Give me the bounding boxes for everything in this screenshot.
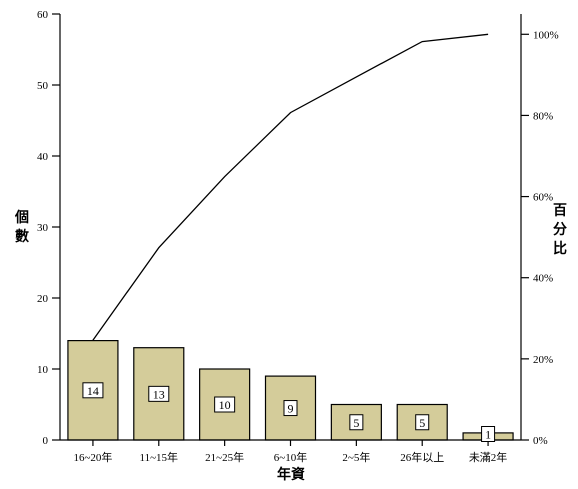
y-tick-label-5: 50 bbox=[37, 80, 49, 92]
data-label-4: 5 bbox=[353, 416, 359, 430]
x-tick-label-1: 11~15年 bbox=[140, 450, 179, 464]
data-label-6: 1 bbox=[485, 428, 491, 442]
y-tick-label-4: 40 bbox=[37, 151, 49, 163]
x-tick-label-3: 6~10年 bbox=[274, 450, 307, 464]
data-label-5: 5 bbox=[419, 416, 425, 430]
y2-tick-label-1: 20% bbox=[533, 354, 553, 366]
cumulative-line-series bbox=[92, 33, 489, 341]
y-axis-title-left-char2: 數 bbox=[15, 228, 29, 244]
data-label-3: 9 bbox=[288, 402, 294, 416]
y2-tick-label-2: 40% bbox=[533, 273, 553, 285]
data-label-2: 10 bbox=[219, 398, 231, 412]
cumulative-line bbox=[92, 33, 489, 341]
x-tick-label-0: 16~20年 bbox=[73, 450, 112, 464]
data-label-box-2 bbox=[214, 396, 236, 413]
data-label-1: 13 bbox=[153, 387, 165, 401]
data-label-box-5 bbox=[415, 414, 430, 431]
tick-labels: 0 10 20 30 40 50 60 0% 20% 40% 60% 80% 100% 16~20年 11~… bbox=[37, 9, 559, 464]
bar-series bbox=[67, 340, 514, 441]
x-tick-label-5: 26年以上 bbox=[400, 450, 444, 464]
y2-tick-label-3: 60% bbox=[533, 192, 553, 204]
data-label-box-3 bbox=[283, 400, 298, 417]
y2-axis-title-char1: 百 bbox=[553, 202, 567, 218]
y2-tick-label-5: 100% bbox=[533, 29, 559, 41]
y-tick-label-1: 10 bbox=[37, 364, 49, 376]
data-label-box-1 bbox=[148, 385, 170, 402]
data-label-0: 14 bbox=[87, 384, 99, 398]
y2-axis-title-char2: 分 bbox=[553, 221, 567, 237]
x-tick-label-2: 21~25年 bbox=[205, 450, 244, 464]
y-tick-label-6: 60 bbox=[37, 9, 49, 21]
y-axis-title-left-char1: 個 bbox=[14, 209, 29, 225]
x-tick-label-4: 2~5年 bbox=[342, 450, 370, 464]
data-label-box-6 bbox=[481, 426, 496, 442]
y-tick-label-2: 20 bbox=[37, 293, 49, 305]
bar-data-labels: 14 13 10 9 5 5 1 bbox=[82, 382, 496, 442]
x-tick-label-6: 未滿2年 bbox=[469, 450, 508, 464]
y2-tick-label-0: 0% bbox=[533, 435, 548, 447]
y-tick-label-0: 0 bbox=[43, 435, 49, 447]
axes bbox=[52, 13, 529, 446]
data-label-box-0 bbox=[82, 382, 104, 399]
x-axis-title: 年資 bbox=[277, 466, 305, 482]
data-label-box-4 bbox=[349, 414, 364, 431]
y2-axis-title-char3: 比 bbox=[553, 240, 567, 256]
y-tick-label-3: 30 bbox=[37, 222, 49, 234]
y2-tick-label-4: 80% bbox=[533, 110, 553, 122]
